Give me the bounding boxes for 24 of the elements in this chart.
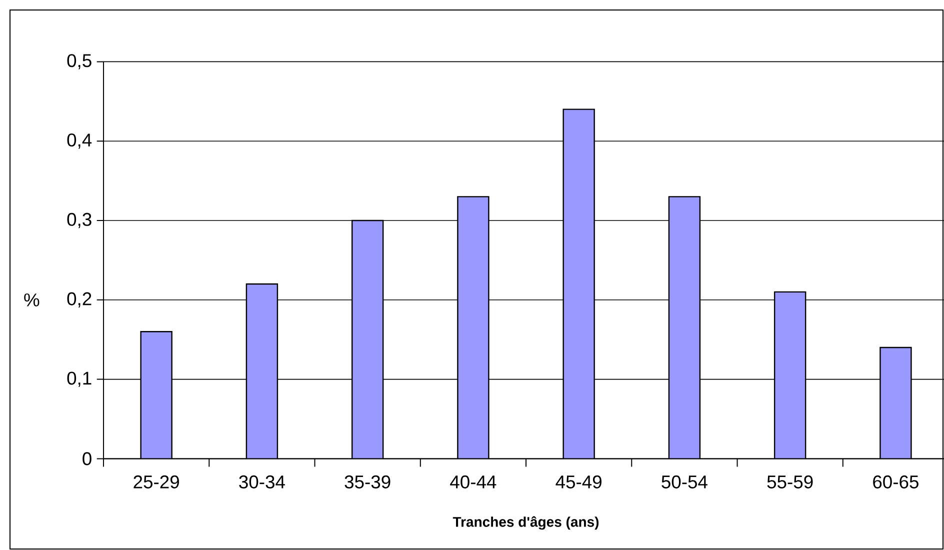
y-axis-title: % bbox=[24, 293, 40, 306]
x-tick-label: 30-34 bbox=[239, 475, 285, 488]
bar bbox=[880, 346, 912, 459]
y-tick-label: 0,2 bbox=[67, 292, 92, 308]
bar bbox=[351, 220, 384, 459]
y-tick-label: 0,4 bbox=[67, 134, 92, 149]
y-tick-label: 0 bbox=[82, 452, 92, 466]
bar bbox=[140, 331, 172, 459]
bar bbox=[668, 196, 701, 459]
bar bbox=[457, 196, 490, 459]
bar bbox=[562, 108, 595, 459]
y-tick-label: 0,3 bbox=[67, 212, 92, 228]
y-tick-label: 0,1 bbox=[67, 372, 92, 387]
x-tick-label: 50-54 bbox=[662, 475, 708, 488]
x-axis-title: Tranches d'âges (ans) bbox=[452, 516, 599, 530]
x-tick-label: 40-44 bbox=[450, 475, 496, 488]
bar bbox=[774, 291, 806, 459]
x-tick-label: 45-49 bbox=[556, 475, 602, 488]
x-tick-label: 25-29 bbox=[134, 475, 179, 488]
bar bbox=[246, 283, 278, 459]
y-tick-label: 0,5 bbox=[67, 54, 92, 70]
x-tick-label: 55-59 bbox=[767, 475, 813, 488]
x-tick-label: 60-65 bbox=[873, 475, 918, 488]
x-tick-label: 35-39 bbox=[344, 475, 390, 488]
